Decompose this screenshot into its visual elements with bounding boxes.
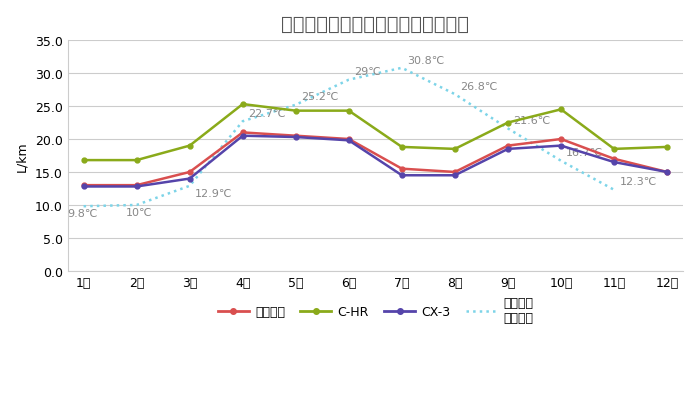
Line: 平均気温
（東京）: 平均気温 （東京） <box>84 69 614 207</box>
ヴェゼル <box>451 170 459 175</box>
平均気温
（東京） <box>345 78 353 83</box>
平均気温
（東京） <box>398 66 406 71</box>
C-HR <box>663 145 671 150</box>
Text: 9.8℃: 9.8℃ <box>68 209 98 218</box>
CX-3 <box>504 147 512 152</box>
C-HR <box>133 158 141 163</box>
C-HR <box>186 144 194 149</box>
CX-3 <box>239 134 247 139</box>
Line: C-HR: C-HR <box>81 102 669 163</box>
平均気温
（東京） <box>451 92 459 97</box>
ヴェゼル <box>239 130 247 135</box>
CX-3 <box>557 144 565 149</box>
Text: 25.2℃: 25.2℃ <box>301 92 339 102</box>
平均気温
（東京） <box>504 127 512 132</box>
C-HR <box>398 145 406 150</box>
CX-3 <box>398 173 406 178</box>
ヴェゼル <box>292 134 300 139</box>
Text: 10℃: 10℃ <box>126 207 153 217</box>
Text: 30.8℃: 30.8℃ <box>407 55 445 65</box>
ヴェゼル <box>133 183 141 188</box>
平均気温
（東京） <box>186 184 194 189</box>
Text: 26.8℃: 26.8℃ <box>460 82 498 92</box>
Line: CX-3: CX-3 <box>81 134 669 189</box>
C-HR <box>504 121 512 126</box>
Title: ヴェゼルとライバル車の実燃費比較: ヴェゼルとライバル車の実燃費比較 <box>281 15 469 34</box>
ヴェゼル <box>504 144 512 149</box>
平均気温
（東京） <box>292 103 300 108</box>
Line: ヴェゼル: ヴェゼル <box>81 130 669 188</box>
ヴェゼル <box>345 137 353 142</box>
CX-3 <box>451 173 459 178</box>
CX-3 <box>663 170 671 175</box>
CX-3 <box>80 184 88 189</box>
Text: 29℃: 29℃ <box>354 67 381 77</box>
Text: 22.7℃: 22.7℃ <box>248 109 285 119</box>
C-HR <box>610 147 618 152</box>
Y-axis label: L/km: L/km <box>15 141 28 171</box>
ヴェゼル <box>557 137 565 142</box>
平均気温
（東京） <box>239 119 247 124</box>
平均気温
（東京） <box>133 203 141 208</box>
CX-3 <box>345 139 353 144</box>
C-HR <box>292 109 300 114</box>
C-HR <box>345 109 353 114</box>
C-HR <box>557 108 565 112</box>
C-HR <box>239 102 247 107</box>
CX-3 <box>292 135 300 140</box>
CX-3 <box>610 160 618 165</box>
平均気温
（東京） <box>610 188 618 193</box>
Text: 12.9℃: 12.9℃ <box>195 188 232 198</box>
C-HR <box>80 158 88 163</box>
ヴェゼル <box>398 167 406 172</box>
ヴェゼル <box>610 157 618 162</box>
CX-3 <box>186 177 194 182</box>
ヴェゼル <box>663 170 671 175</box>
C-HR <box>451 147 459 152</box>
CX-3 <box>133 184 141 189</box>
ヴェゼル <box>186 170 194 175</box>
Legend: ヴェゼル, C-HR, CX-3, 平均気温
（東京）: ヴェゼル, C-HR, CX-3, 平均気温 （東京） <box>213 292 538 329</box>
Text: 12.3℃: 12.3℃ <box>619 177 657 187</box>
平均気温
（東京） <box>80 204 88 209</box>
平均気温
（東京） <box>557 159 565 164</box>
ヴェゼル <box>80 183 88 188</box>
Text: 21.6℃: 21.6℃ <box>513 116 551 126</box>
Text: 16.7℃: 16.7℃ <box>566 148 604 158</box>
